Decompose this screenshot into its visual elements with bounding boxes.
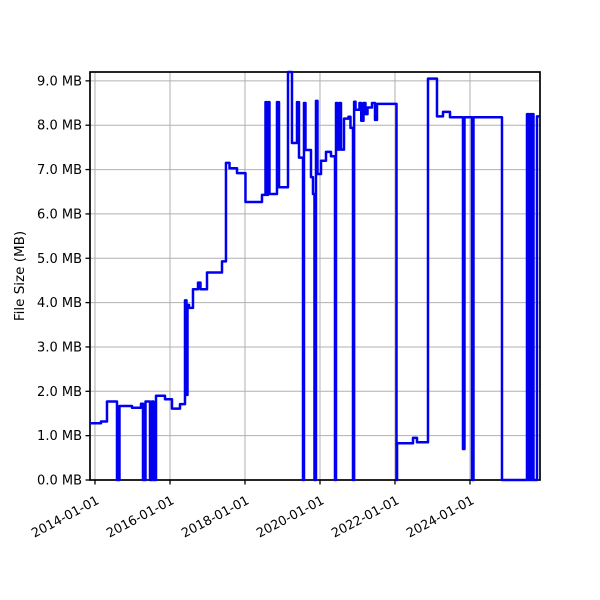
y-tick-label: 8.0 MB [37, 119, 82, 134]
y-tick-label: 0.0 MB [37, 474, 82, 489]
x-tick-label: 2016-01-01 [104, 493, 177, 541]
y-tick-label: 1.0 MB [37, 429, 82, 444]
y-tick-label: 4.0 MB [37, 296, 82, 311]
x-tick-label: 2020-01-01 [254, 493, 327, 541]
x-tick-label: 2024-01-01 [404, 493, 477, 541]
y-tick-label: 5.0 MB [37, 252, 82, 267]
file-size-line [90, 70, 540, 482]
x-tick-label: 2018-01-01 [179, 493, 252, 541]
y-axis-title: File Size (MB) [12, 230, 28, 322]
x-tick-label: 2014-01-01 [29, 493, 102, 541]
y-tick-label: 2.0 MB [37, 385, 82, 400]
y-tick-label: 7.0 MB [37, 163, 82, 178]
y-tick-label: 6.0 MB [37, 207, 82, 222]
y-tick-label: 3.0 MB [37, 340, 82, 355]
x-tick-label: 2022-01-01 [329, 493, 402, 541]
y-tick-label: 9.0 MB [37, 74, 82, 89]
